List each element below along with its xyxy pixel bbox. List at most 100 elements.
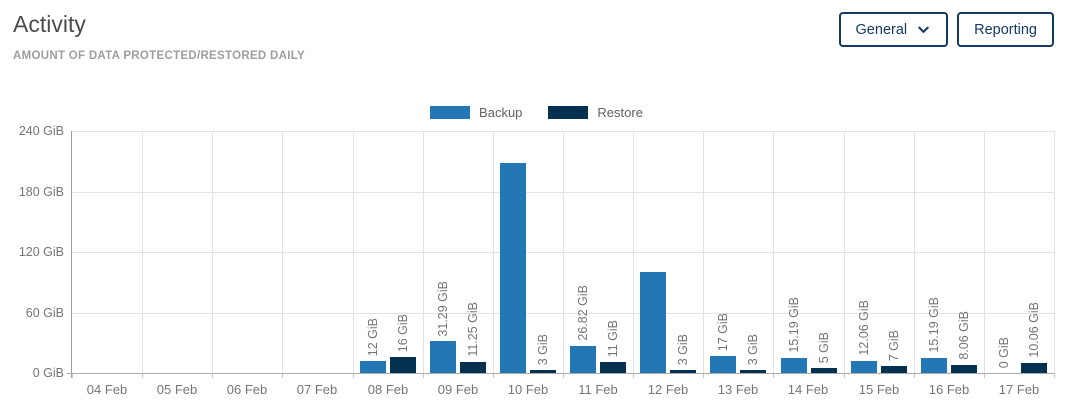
restore-bar[interactable] <box>740 370 766 373</box>
gridline <box>282 131 283 373</box>
bar-value-label: 11.25 GiB <box>466 302 480 357</box>
y-axis-label: 120 GiB <box>18 245 64 259</box>
axis-tick <box>282 373 283 378</box>
activity-chart: 0 GiB 60 GiB 120 GiB 180 GiB 240 GiB 04 Feb 05… <box>19 124 1055 397</box>
y-axis-label: 60 GiB <box>25 305 64 320</box>
x-axis-label: 06 Feb <box>226 382 268 397</box>
legend-label: Backup <box>479 105 523 120</box>
chart-subtitle: AMOUNT OF DATA PROTECTED/RESTORED DAILY <box>13 50 305 62</box>
gridline <box>1054 131 1055 373</box>
axis-tick <box>353 373 354 378</box>
restore-legend-swatch <box>548 106 589 119</box>
general-button-label: General <box>855 21 908 38</box>
bar-value-label: 16 GiB <box>396 313 410 352</box>
bar-value-label: 3 GiB <box>536 333 550 365</box>
backup-bar[interactable] <box>500 163 526 373</box>
axis-tick <box>773 373 774 378</box>
bar-value-label: 31.29 GiB <box>436 280 450 337</box>
gridline <box>703 131 704 373</box>
bar-value-label: 3 GiB <box>746 333 760 365</box>
x-axis-label: 10 Feb <box>507 382 549 397</box>
restore-bar[interactable] <box>670 370 696 373</box>
restore-bar[interactable] <box>881 365 907 373</box>
gridline <box>493 131 494 373</box>
header-buttons: General Reporting <box>838 12 1054 47</box>
gridline <box>914 131 915 373</box>
restore-bar[interactable] <box>390 356 416 373</box>
legend-item-backup[interactable]: Backup <box>430 105 522 120</box>
backup-bar[interactable] <box>570 346 596 373</box>
backup-bar[interactable] <box>921 357 947 373</box>
chart-legend: Backup Restore <box>0 105 1073 120</box>
axis-tick <box>493 373 494 378</box>
axis-tick <box>72 373 73 378</box>
reporting-button-label: Reporting <box>974 21 1037 38</box>
axis-tick <box>984 373 985 378</box>
axis-tick <box>1054 373 1055 378</box>
x-axis-label: 04 Feb <box>86 382 128 397</box>
gridline <box>844 131 845 373</box>
x-axis-label: 14 Feb <box>787 382 829 397</box>
axis-tick <box>844 373 845 378</box>
page-title: Activity <box>13 11 86 37</box>
bar-value-label: 17 GiB <box>716 312 730 351</box>
x-axis-label: 16 Feb <box>928 382 970 397</box>
x-axis-label: 05 Feb <box>156 382 198 397</box>
gridline <box>773 131 774 373</box>
bar-value-label: 11 GiB <box>606 319 620 357</box>
restore-bar[interactable] <box>951 364 977 373</box>
general-dropdown-button[interactable]: General <box>838 12 949 47</box>
chevron-down-icon <box>916 22 931 37</box>
bar-value-label: 12 GiB <box>366 317 380 356</box>
axis-tick <box>212 373 213 378</box>
restore-bar[interactable] <box>811 368 837 373</box>
backup-bar[interactable] <box>781 357 807 373</box>
x-axis-label: 15 Feb <box>858 382 900 397</box>
x-axis-label: 12 Feb <box>647 382 689 397</box>
axis-tick <box>563 373 564 378</box>
axis-tick <box>914 373 915 378</box>
axis-tick <box>423 373 424 378</box>
reporting-button[interactable]: Reporting <box>957 12 1054 47</box>
x-axis-label: 08 Feb <box>367 382 409 397</box>
bar-value-label: 10.06 GiB <box>1027 302 1041 358</box>
bar-value-label: 3 GiB <box>676 333 690 365</box>
x-axis-label: 07 Feb <box>296 382 338 397</box>
x-axis-label: 09 Feb <box>437 382 479 397</box>
axis-tick <box>703 373 704 378</box>
gridline <box>142 131 143 373</box>
legend-label: Restore <box>597 105 643 120</box>
gridline <box>633 131 634 373</box>
axis-tick <box>633 373 634 378</box>
backup-bar[interactable] <box>430 341 456 373</box>
gridline <box>563 131 564 373</box>
x-axis-label: 13 Feb <box>717 382 759 397</box>
bar-value-label: 15.19 GiB <box>787 297 801 353</box>
gridline <box>212 131 213 373</box>
axis-tick <box>142 373 143 378</box>
bar-value-label: 26.82 GiB <box>576 285 590 341</box>
backup-bar[interactable] <box>640 272 666 373</box>
y-axis-label: 240 GiB <box>18 124 64 138</box>
backup-bar[interactable] <box>360 360 386 373</box>
gridline <box>423 131 424 373</box>
y-axis-label: 0 GiB <box>32 366 64 380</box>
bar-value-label: 7 GiB <box>887 329 901 361</box>
gridline <box>984 131 985 373</box>
gridline <box>353 131 354 373</box>
x-axis-label: 17 Feb <box>998 382 1040 397</box>
backup-legend-swatch <box>430 106 471 119</box>
legend-item-restore[interactable]: Restore <box>548 105 643 120</box>
y-axis-label: 180 GiB <box>18 184 64 199</box>
restore-bar[interactable] <box>460 361 486 373</box>
bar-value-label: 12.06 GiB <box>857 300 871 356</box>
restore-bar[interactable] <box>1021 362 1047 373</box>
backup-bar[interactable] <box>851 360 877 373</box>
x-axis <box>67 373 1054 374</box>
restore-bar[interactable] <box>600 361 626 373</box>
restore-bar[interactable] <box>530 370 556 373</box>
y-axis <box>71 131 72 378</box>
backup-bar[interactable] <box>710 355 736 373</box>
bar-value-label: 8.06 GiB <box>957 311 971 360</box>
